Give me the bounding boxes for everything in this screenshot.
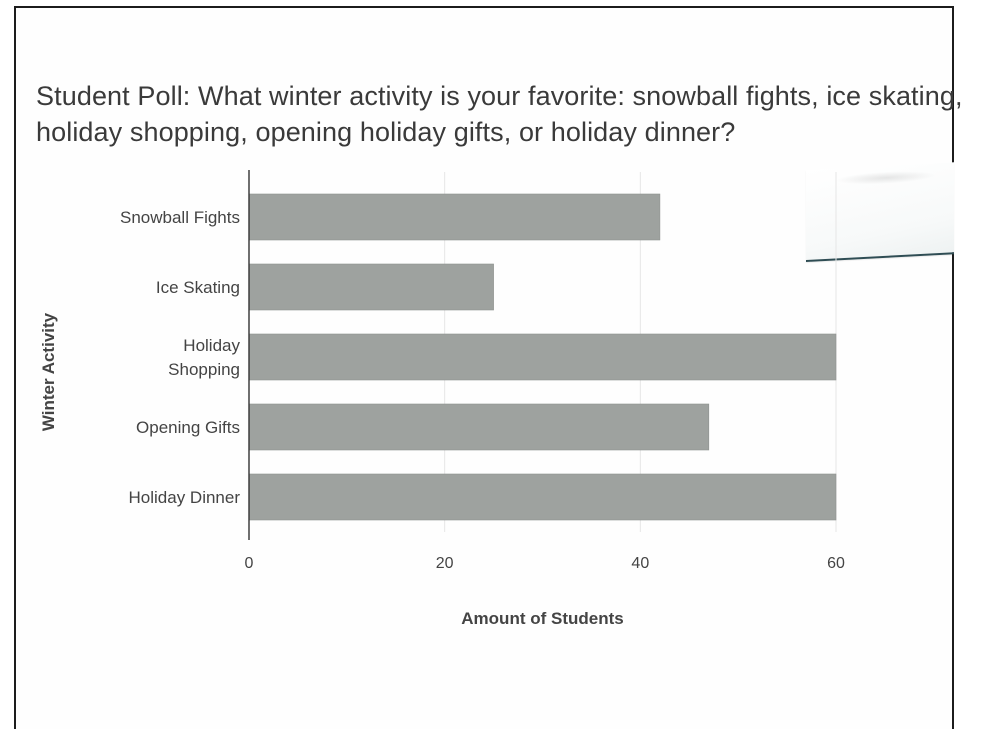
x-axis-title: Amount of Students xyxy=(461,609,623,628)
category-label: Snowball Fights xyxy=(120,208,240,227)
x-tick-label: 60 xyxy=(827,555,845,572)
category-label: Ice Skating xyxy=(156,278,240,297)
x-tick-label: 40 xyxy=(631,555,649,572)
chart-title: Student Poll: What winter activity is yo… xyxy=(36,81,963,147)
category-label-line: Shopping xyxy=(168,360,240,379)
bar xyxy=(248,403,710,451)
bar-layer xyxy=(248,193,837,521)
category-label-line: Ice Skating xyxy=(156,278,240,297)
category-label-line: Snowball Fights xyxy=(120,208,240,227)
category-label: Opening Gifts xyxy=(136,418,240,437)
x-tick-label: 0 xyxy=(245,555,254,572)
x-tick-label: 20 xyxy=(436,555,454,572)
category-label: Holiday Dinner xyxy=(129,488,241,507)
label-layer: 0 20 40 60 Snowball Fights Ice Skating Holiday… xyxy=(39,208,845,628)
y-axis-title: Winter Activity xyxy=(39,312,58,431)
category-label-line: Opening Gifts xyxy=(136,418,240,437)
category-label-line: Holiday xyxy=(183,336,240,355)
bar xyxy=(248,473,837,521)
bar xyxy=(248,263,494,311)
bar xyxy=(248,193,661,241)
category-label-line: Holiday Dinner xyxy=(129,488,241,507)
category-label: Holiday Shopping xyxy=(168,336,240,379)
bar xyxy=(248,333,837,381)
